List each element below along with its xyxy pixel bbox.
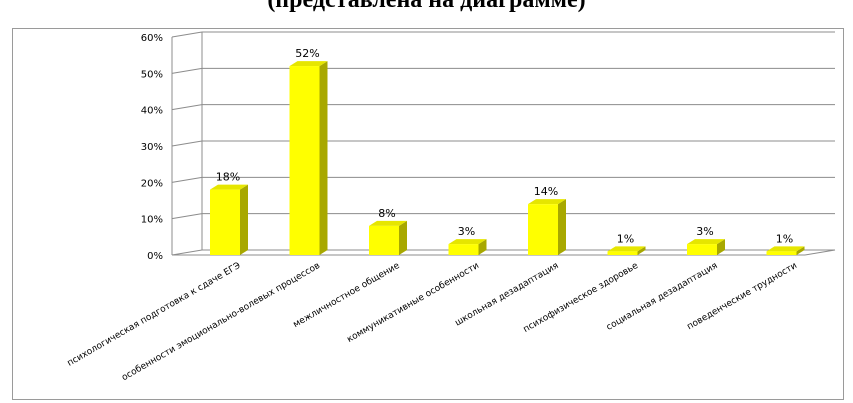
data-label: 8% [378, 207, 395, 220]
data-label: 3% [458, 225, 475, 238]
data-label: 1% [776, 232, 793, 245]
bar-top [448, 239, 487, 245]
bar [687, 244, 717, 255]
data-label: 52% [295, 47, 319, 60]
gridline-depth [171, 31, 203, 38]
bar-side [717, 239, 725, 255]
floor-edge [804, 249, 836, 256]
bar [289, 66, 320, 255]
gridline-depth [171, 176, 203, 183]
bar-top [528, 199, 566, 205]
category-label: коммуникативные особенности [346, 261, 482, 345]
data-label: 14% [534, 185, 558, 198]
bar-top [369, 220, 407, 226]
bar-side [478, 239, 487, 255]
data-label: 1% [617, 232, 634, 245]
bar-top [289, 61, 328, 67]
bar-top [766, 246, 805, 252]
gridline-depth [171, 104, 203, 111]
y-tick-label: 50% [141, 69, 163, 80]
bar [607, 251, 638, 255]
data-label: 3% [696, 225, 713, 238]
bar [369, 225, 399, 255]
bar-top [687, 239, 725, 245]
bar-side [558, 199, 566, 255]
bar [448, 244, 479, 255]
bar-side [399, 220, 407, 255]
bar-side [319, 61, 328, 255]
y-tick-label: 20% [141, 178, 163, 189]
y-tick-label: 30% [141, 142, 163, 153]
chart-title: (представлена на диаграмме) [267, 0, 586, 13]
bar-top [210, 184, 248, 190]
gridline-depth [171, 249, 203, 256]
gridline-depth [171, 140, 203, 147]
bar [528, 204, 558, 255]
bar [210, 189, 240, 255]
bar-side [637, 246, 646, 255]
data-label: 18% [216, 171, 240, 184]
bar [766, 251, 797, 255]
y-tick-label: 40% [141, 106, 163, 117]
gridline-depth [171, 213, 203, 220]
y-tick-label: 60% [141, 33, 163, 44]
y-tick-label: 10% [141, 215, 163, 226]
bar-side [796, 246, 805, 255]
gridline-depth [171, 67, 203, 74]
category-label: психологическая подготовка к сдаче ЕГЭ [66, 261, 243, 369]
y-tick-label: 0% [147, 251, 163, 262]
bar-top [607, 246, 646, 252]
bar-side [240, 184, 248, 255]
